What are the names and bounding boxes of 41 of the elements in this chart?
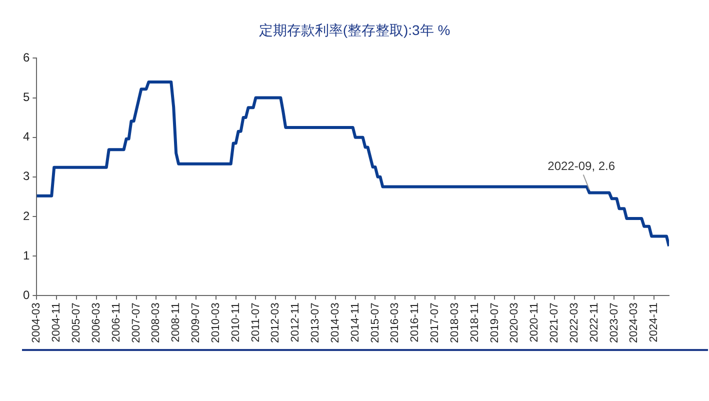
x-tick-label: 2013-07 <box>310 302 322 344</box>
x-tick-label: 2008-03 <box>150 302 162 344</box>
x-tick-label: 2005-07 <box>70 302 83 344</box>
x-tick-label: 2010-03 <box>210 302 222 344</box>
x-tick-label: 2006-03 <box>90 302 102 344</box>
x-tick-label: 2020-11 <box>528 302 541 342</box>
x-tick-label: 2012-11 <box>290 302 302 342</box>
x-tick-label: 2012-03 <box>270 302 282 344</box>
x-tick-label: 2004-03 <box>30 302 43 344</box>
x-tick-label: 2023-07 <box>608 302 620 344</box>
x-tick-label: 2024-03 <box>628 302 640 344</box>
x-tick-label: 2009-07 <box>190 302 202 344</box>
x-tick-label: 2010-11 <box>230 302 242 342</box>
x-tick-label: 2008-11 <box>170 302 182 342</box>
y-tick-label: 2 <box>22 208 30 223</box>
annotation: 2022-09, 2.6 <box>548 159 616 174</box>
x-tick-label: 2016-03 <box>389 302 402 344</box>
x-tick-label: 2016-11 <box>409 302 422 342</box>
x-tick-label: 2011-07 <box>250 302 262 342</box>
x-tick-label: 2018-03 <box>448 302 461 344</box>
y-tick-label: 5 <box>22 90 30 104</box>
x-tick-label: 2019-07 <box>488 302 501 344</box>
x-tick-label: 2022-11 <box>588 302 600 342</box>
x-tick-label: 2007-07 <box>130 302 142 344</box>
y-tick-label: 3 <box>22 169 30 184</box>
x-tick-label: 2022-03 <box>568 302 580 344</box>
x-tick-label: 2017-07 <box>429 302 442 344</box>
x-tick-label: 2014-03 <box>329 302 342 344</box>
x-tick-label: 2015-07 <box>369 302 382 344</box>
x-tick-label: 2020-03 <box>508 302 521 344</box>
y-tick-label: 0 <box>22 288 30 302</box>
chart-title: 定期存款利率(整存整取):3年 % <box>258 22 452 40</box>
x-tick-label: 2021-07 <box>548 302 561 344</box>
y-tick-label: 6 <box>22 50 30 65</box>
x-tick-label: 2018-11 <box>468 302 481 342</box>
x-tick-label: 2004-11 <box>50 302 63 342</box>
x-tick-label: 2006-11 <box>110 302 122 342</box>
x-tick-label: 2014-11 <box>349 302 362 342</box>
y-tick-label: 1 <box>22 248 30 262</box>
x-tick-label: 2024-11 <box>648 302 660 342</box>
y-tick-label: 4 <box>22 130 30 144</box>
